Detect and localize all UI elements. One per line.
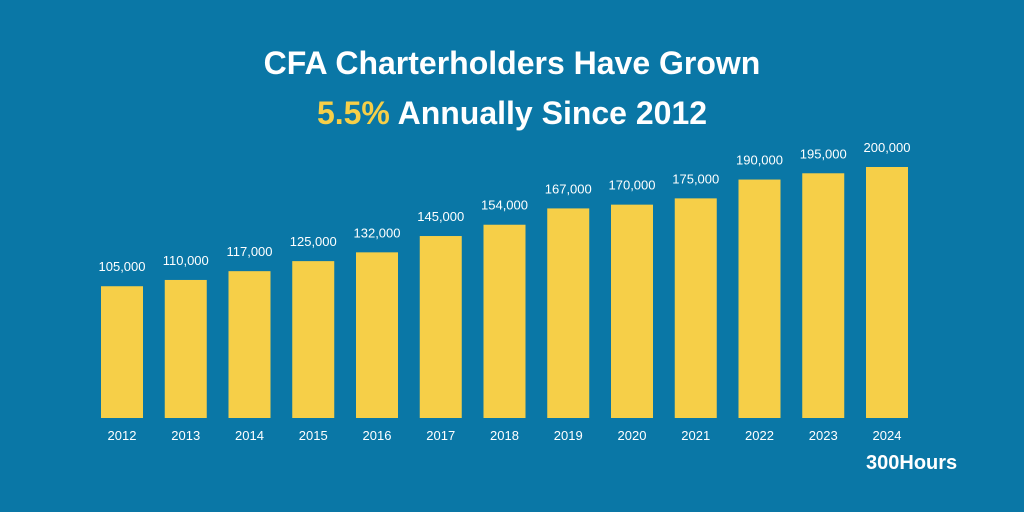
value-label-2023: 195,000 xyxy=(800,146,847,161)
bar-2012 xyxy=(101,286,143,418)
chart-title: CFA Charterholders Have Grown 5.5% Annua… xyxy=(0,38,1024,138)
bar-2023 xyxy=(802,173,845,418)
x-tick-2024: 2024 xyxy=(873,428,902,443)
x-tick-2023: 2023 xyxy=(809,428,838,443)
bar-2021 xyxy=(674,198,717,418)
bar-2022 xyxy=(738,179,781,418)
title-line-2: 5.5% Annually Since 2012 xyxy=(0,88,1024,138)
value-label-2024: 200,000 xyxy=(864,140,911,155)
bar-2020 xyxy=(611,204,653,418)
bar-2014 xyxy=(228,271,271,418)
x-tick-2022: 2022 xyxy=(745,428,774,443)
value-label-2022: 190,000 xyxy=(736,153,783,168)
title-line-1: CFA Charterholders Have Grown xyxy=(263,45,761,81)
x-tick-2020: 2020 xyxy=(618,428,647,443)
x-tick-2019: 2019 xyxy=(554,428,583,443)
bar-2015 xyxy=(292,261,335,418)
x-tick-2016: 2016 xyxy=(363,428,392,443)
value-label-2013: 110,000 xyxy=(163,253,209,268)
value-label-2018: 154,000 xyxy=(481,198,528,213)
value-label-2014: 117,000 xyxy=(226,244,272,259)
brand-logo: 300Hours xyxy=(866,452,958,474)
bar-2017 xyxy=(419,236,462,418)
x-tick-2021: 2021 xyxy=(681,428,710,443)
value-label-2016: 132,000 xyxy=(354,225,401,240)
growth-rate: 5.5% xyxy=(316,95,390,131)
bar-2019 xyxy=(547,208,590,418)
title-line-2-rest: Annually Since 2012 xyxy=(389,95,708,131)
value-label-2012: 105,000 xyxy=(99,259,146,274)
bar-2013 xyxy=(164,279,207,418)
bar-2018 xyxy=(483,224,526,418)
x-tick-2018: 2018 xyxy=(490,428,519,443)
bar-2024 xyxy=(866,167,908,418)
value-label-2021: 175,000 xyxy=(672,171,719,186)
x-tick-2014: 2014 xyxy=(235,428,264,443)
value-label-2015: 125,000 xyxy=(290,234,337,249)
value-label-2019: 167,000 xyxy=(545,181,592,196)
x-tick-2015: 2015 xyxy=(299,428,328,443)
value-label-2020: 170,000 xyxy=(609,178,656,193)
x-tick-2012: 2012 xyxy=(108,428,137,443)
x-tick-2017: 2017 xyxy=(426,428,455,443)
x-tick-2013: 2013 xyxy=(171,428,200,443)
value-label-2017: 145,000 xyxy=(417,209,464,224)
bar-2016 xyxy=(356,252,398,418)
